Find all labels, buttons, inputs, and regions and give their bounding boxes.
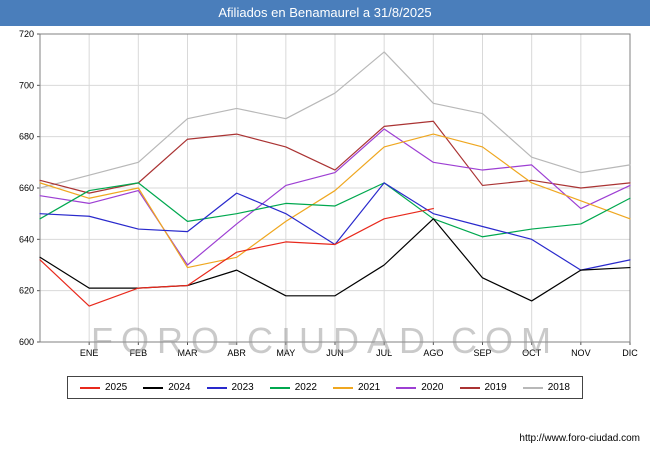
x-tick-label: AGO xyxy=(423,348,443,358)
series-line-2021 xyxy=(39,133,631,269)
x-tick-label: MAR xyxy=(178,348,199,358)
x-tick-label: OCT xyxy=(522,348,542,358)
legend-label: 2019 xyxy=(484,382,507,393)
legend-item-2018: 2018 xyxy=(522,382,570,393)
x-tick-label: ABR xyxy=(227,348,246,358)
x-tick-label: JUL xyxy=(376,348,392,358)
x-tick-label: JUN xyxy=(326,348,344,358)
legend-label: 2023 xyxy=(231,382,254,393)
legend-swatch-2020 xyxy=(396,386,417,389)
legend-swatch-2019 xyxy=(459,386,480,389)
x-tick-label: FEB xyxy=(130,348,148,358)
legend-label: 2024 xyxy=(168,382,191,393)
legend-label: 2021 xyxy=(358,382,381,393)
legend: 2025 2024 2023 2022 2021 2020 2019 2018 xyxy=(0,376,650,399)
legend-swatch-2023 xyxy=(206,386,227,389)
legend-label: 2018 xyxy=(547,382,570,393)
chart-title: Afiliados en Benamaurel a 31/8/2025 xyxy=(0,0,650,26)
x-tick-label: NOV xyxy=(571,348,591,358)
series-line-2025 xyxy=(39,207,434,307)
y-tick-label: 700 xyxy=(19,80,34,90)
legend-item-2024: 2024 xyxy=(143,382,191,393)
legend-swatch-2025 xyxy=(80,386,100,389)
line-chart: 600 620 640 660 680 700 720 ENE FEB MAR ABR MAY JUN J… xyxy=(19,29,638,358)
y-tick-label: 620 xyxy=(19,286,34,296)
series-line-2022 xyxy=(39,182,631,238)
plot-area: 600 620 640 660 680 700 720 ENE FEB MAR ABR MAY JUN J… xyxy=(0,26,650,372)
legend-swatch-2018 xyxy=(522,386,543,389)
legend-item-2021: 2021 xyxy=(333,382,380,393)
footer-url[interactable]: http://www.foro-ciudad.com xyxy=(519,433,640,444)
legend-swatch-2022 xyxy=(269,386,290,389)
legend-swatch-2024 xyxy=(143,386,164,389)
series-line-2018 xyxy=(39,51,631,189)
y-tick-label: 600 xyxy=(19,337,34,347)
series-line-2020 xyxy=(39,128,631,266)
x-tick-label: ENE xyxy=(80,348,99,358)
x-tick-label: DIC xyxy=(622,348,638,358)
legend-box: 2025 2024 2023 2022 2021 2020 2019 2018 xyxy=(67,376,583,399)
legend-item-2025: 2025 xyxy=(80,382,127,393)
y-tick-label: 640 xyxy=(19,234,34,244)
legend-label: 2025 xyxy=(105,382,128,393)
legend-item-2023: 2023 xyxy=(206,382,254,393)
y-tick-label: 680 xyxy=(19,132,34,142)
legend-item-2019: 2019 xyxy=(459,382,507,393)
legend-swatch-2021 xyxy=(333,386,353,389)
legend-label: 2020 xyxy=(421,382,444,393)
legend-label: 2022 xyxy=(294,382,317,393)
x-tick-label: SEP xyxy=(473,348,491,358)
x-tick-label: MAY xyxy=(276,348,295,358)
y-tick-label: 720 xyxy=(19,29,34,39)
legend-item-2020: 2020 xyxy=(396,382,444,393)
y-tick-label: 660 xyxy=(19,183,34,193)
legend-item-2022: 2022 xyxy=(269,382,317,393)
